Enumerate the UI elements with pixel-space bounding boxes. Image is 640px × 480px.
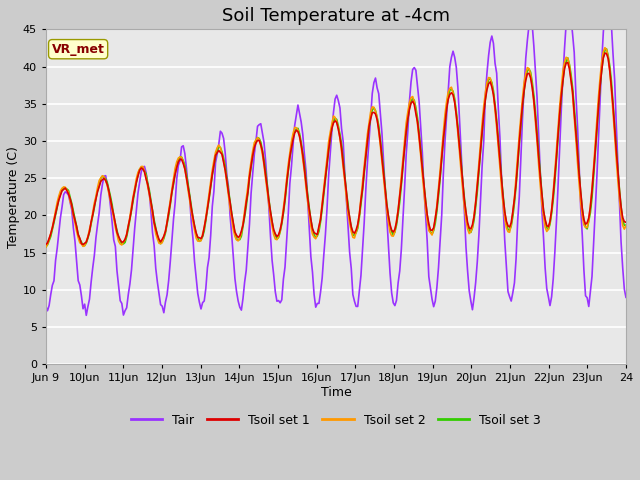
- Tsoil set 1: [42, 241, 50, 247]
- Text: VR_met: VR_met: [52, 43, 104, 56]
- Tair: [115, 283, 122, 288]
- Tsoil set 1: [216, 149, 224, 155]
- Tsoil set 2: [590, 164, 598, 170]
- Tsoil set 3: [215, 144, 223, 150]
- Tsoil set 1: [115, 233, 122, 239]
- X-axis label: Time: Time: [321, 386, 351, 399]
- Tair: [236, 304, 244, 310]
- Tsoil set 3: [42, 244, 50, 250]
- Tsoil set 3: [622, 222, 630, 228]
- Tsoil set 2: [234, 238, 242, 244]
- Tsoil set 2: [215, 142, 223, 148]
- Tsoil set 2: [296, 134, 303, 140]
- Tsoil set 1: [79, 241, 87, 247]
- Line: Tsoil set 2: Tsoil set 2: [46, 48, 626, 247]
- Tair: [42, 303, 50, 309]
- Tsoil set 2: [622, 223, 630, 228]
- Legend: Tair, Tsoil set 1, Tsoil set 2, Tsoil set 3: Tair, Tsoil set 1, Tsoil set 2, Tsoil se…: [126, 409, 546, 432]
- Tsoil set 1: [236, 233, 244, 239]
- Line: Tsoil set 1: Tsoil set 1: [46, 53, 626, 244]
- Tsoil set 3: [590, 174, 598, 180]
- Tsoil set 3: [244, 191, 252, 196]
- Tair: [591, 208, 599, 214]
- Title: Soil Temperature at -4cm: Soil Temperature at -4cm: [222, 7, 450, 25]
- Tair: [298, 119, 305, 125]
- Tsoil set 2: [244, 184, 252, 190]
- Tsoil set 1: [622, 219, 630, 225]
- Line: Tair: Tair: [46, 0, 626, 315]
- Tsoil set 3: [234, 237, 242, 242]
- Tsoil set 2: [113, 231, 121, 237]
- Tsoil set 3: [113, 228, 121, 233]
- Tsoil set 3: [296, 131, 303, 136]
- Tsoil set 2: [42, 244, 50, 250]
- Tsoil set 1: [601, 50, 609, 56]
- Line: Tsoil set 3: Tsoil set 3: [46, 49, 626, 247]
- Tsoil set 1: [298, 142, 305, 148]
- Tsoil set 1: [246, 174, 253, 180]
- Tair: [622, 294, 630, 300]
- Tsoil set 1: [591, 148, 599, 154]
- Tair: [216, 128, 224, 134]
- Y-axis label: Temperature (C): Temperature (C): [7, 146, 20, 248]
- Tair: [246, 222, 253, 228]
- Tair: [83, 312, 90, 318]
- Tsoil set 2: [601, 45, 609, 50]
- Tsoil set 3: [603, 46, 611, 52]
